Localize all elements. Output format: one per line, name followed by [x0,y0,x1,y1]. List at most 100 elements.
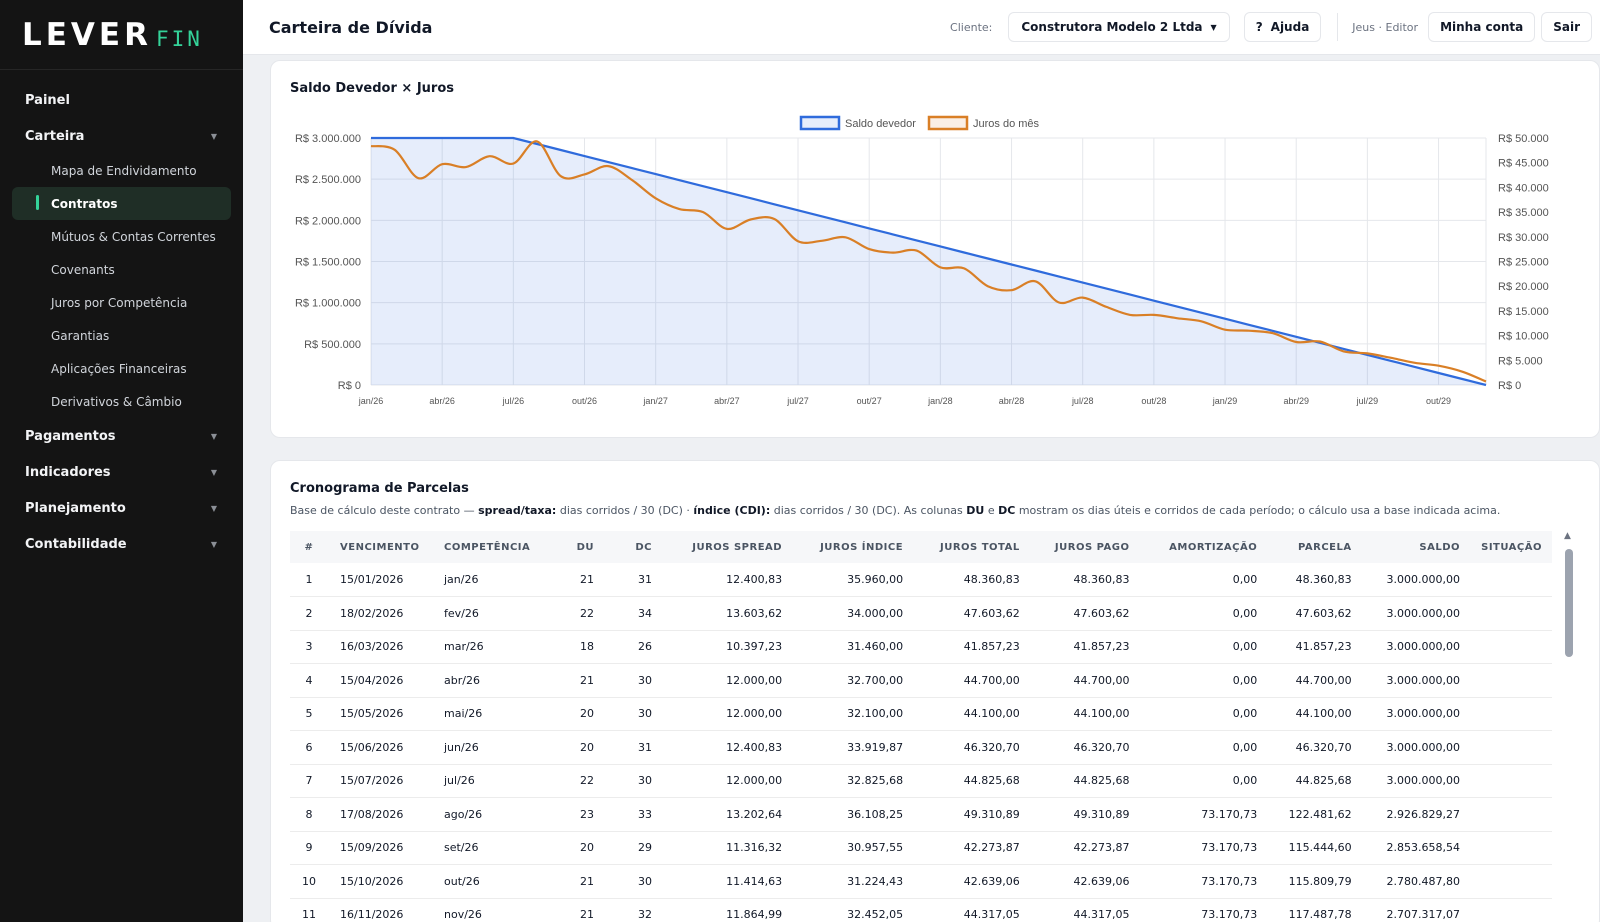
table-cell: set/26 [440,831,550,865]
cliente-label: Cliente: [950,20,993,34]
table-row[interactable]: 5 15/05/2026 mai/26 20 30 12.000,00 32.100,00 4… [290,697,1552,731]
help-label: Ajuda [1270,20,1310,34]
table-row[interactable]: 1 15/01/2026 jan/26 21 31 12.400,83 35.960,00 4… [290,563,1552,597]
column-header[interactable]: Parcela [1297,541,1352,553]
scroll-up-icon[interactable]: ▲ [1564,531,1571,541]
table-row[interactable]: 2 18/02/2026 fev/26 22 34 13.603,62 34.000,00 4… [290,596,1552,631]
help-button[interactable]: ? Ajuda [1243,12,1322,42]
table-row[interactable]: 6 15/06/2026 jun/26 20 31 12.400,83 33.919,87 4… [290,730,1552,765]
column-header[interactable]: # [304,541,314,553]
table-cell: 12.400,83 [656,730,787,765]
table-cell: 23 [550,797,598,832]
table-cell: 12.000,00 [656,697,787,731]
logout-button[interactable]: Sair [1541,12,1592,42]
table-cell: 0,00 [1133,663,1262,698]
table-cell: 3.000.000,00 [1355,663,1464,698]
table-row[interactable]: 8 17/08/2026 ago/26 23 33 13.202,64 36.108,25 4… [290,797,1552,832]
table-cell: 15/09/2026 [328,831,440,865]
sidebar-item-garantias[interactable]: Garantias [0,319,243,352]
column-header[interactable]: DC [635,541,652,553]
scroll-thumb[interactable] [1565,549,1573,657]
sidebar-item-label: Painel [25,92,70,108]
table-cell: 30 [598,663,656,698]
sidebar-item-pagamentos[interactable]: Pagamentos ▼ [0,418,243,454]
x-tick-label: jul/29 [1356,396,1379,406]
sidebar-item-mutuos-contas-correntes[interactable]: Mútuos & Contas Correntes [0,220,243,253]
table-cell: abr/26 [440,663,550,698]
column-header[interactable]: Situação [1481,541,1542,553]
table-cell: 20 [550,730,598,765]
table-cell: 30.957,55 [786,831,908,865]
column-header[interactable]: Juros Total [939,541,1020,553]
sidebar-item-covenants[interactable]: Covenants [0,253,243,286]
desc-suffix: mostram os dias úteis e corridos de cada… [1015,504,1501,517]
y-right-tick-label: R$ 20.000 [1498,281,1549,293]
table-cell: 117.487,78 [1261,898,1356,922]
sidebar-item-derivativos-cambio[interactable]: Derivativos & Câmbio [0,385,243,418]
sidebar-item-contabilidade[interactable]: Contabilidade ▼ [0,526,243,562]
table-cell: 32.100,00 [786,697,908,731]
table-cell: 36.108,25 [786,797,908,832]
top-bar: Carteira de Dívida Cliente: Construtora … [243,0,1600,55]
table-cell: 2.780.487,80 [1355,864,1464,899]
table-cell: 1 [290,563,328,597]
desc-dc: DC [998,504,1016,517]
table-row[interactable]: 4 15/04/2026 abr/26 21 30 12.000,00 32.700,00 4… [290,663,1552,698]
caret-down-icon: ▼ [1210,22,1217,32]
table-cell: 15/01/2026 [328,563,440,597]
table-cell: 9 [290,831,328,865]
column-header[interactable]: DU [576,541,594,553]
table-cell: 29 [598,831,656,865]
table-cell: 34 [598,596,656,631]
table-cell: 73.170,73 [1133,831,1262,865]
sidebar-item-carteira[interactable]: Carteira ▼ [0,118,243,154]
sidebar-item-indicadores[interactable]: Indicadores ▼ [0,454,243,490]
table-cell: 42.639,06 [907,864,1024,899]
table-cell: 12.000,00 [656,764,787,798]
sidebar-item-juros-por-competencia[interactable]: Juros por Competência [0,286,243,319]
x-tick-label: out/27 [857,396,882,406]
table-cell: 115.809,79 [1261,864,1356,899]
table-cell: 0,00 [1133,596,1262,631]
x-tick-label: jan/29 [1212,396,1238,406]
table-cell: 2 [290,596,328,631]
y-right-tick-label: R$ 50.000 [1498,133,1549,145]
sidebar-item-planejamento[interactable]: Planejamento ▼ [0,490,243,526]
table-cell: 21 [550,663,598,698]
brand-main: LEVER [22,16,152,53]
x-tick-label: abr/26 [429,396,455,406]
table-row[interactable]: 11 16/11/2026 nov/26 21 32 11.864,99 32.452,05… [290,898,1552,922]
table-scrollbar[interactable]: ▲ [1563,531,1575,922]
table-cell [1464,663,1552,698]
table-row[interactable]: 7 15/07/2026 jul/26 22 30 12.000,00 32.825,68 4… [290,764,1552,798]
table-row[interactable]: 9 15/09/2026 set/26 20 29 11.316,32 30.957,55 4… [290,831,1552,865]
table-cell: 18 [550,630,598,664]
table-cell: 44.700,00 [1261,663,1356,698]
table-row[interactable]: 3 16/03/2026 mar/26 18 26 10.397,23 31.460,00 4… [290,630,1552,664]
column-header[interactable]: Amortização [1169,541,1258,553]
sidebar-item-aplicacoes-financeiras[interactable]: Aplicações Financeiras [0,352,243,385]
table-cell: 17/08/2026 [328,797,440,832]
sidebar-item-contratos[interactable]: Contratos [12,187,231,220]
account-button[interactable]: Minha conta [1428,12,1536,42]
page-title: Carteira de Dívida [269,17,433,37]
table-cell: 33 [598,797,656,832]
table-cell: 41.857,23 [907,630,1024,664]
column-header[interactable]: Vencimento [340,541,420,553]
column-header[interactable]: Juros Pago [1054,541,1130,553]
table-cell: 12.400,83 [656,563,787,597]
sidebar-item-mapa-de-endividamento[interactable]: Mapa de Endividamento [0,154,243,187]
table-cell: 26 [598,630,656,664]
column-header[interactable]: Saldo [1419,541,1460,553]
sidebar-item-painel[interactable]: Painel [0,82,243,118]
table-cell: ago/26 [440,797,550,832]
column-header[interactable]: Juros Índice [820,541,904,553]
brand-logo[interactable]: LEVER FIN [0,0,243,70]
table-row[interactable]: 10 15/10/2026 out/26 21 30 11.414,63 31.224,43… [290,864,1552,899]
table-cell: 0,00 [1133,697,1262,731]
desc-prefix: Base de cálculo deste contrato — [290,504,479,517]
client-select[interactable]: Construtora Modelo 2 Ltda ▼ [1008,12,1230,42]
column-header[interactable]: Competência [444,541,531,553]
table-cell: 49.310,89 [1023,797,1134,832]
column-header[interactable]: Juros Spread [692,541,783,553]
